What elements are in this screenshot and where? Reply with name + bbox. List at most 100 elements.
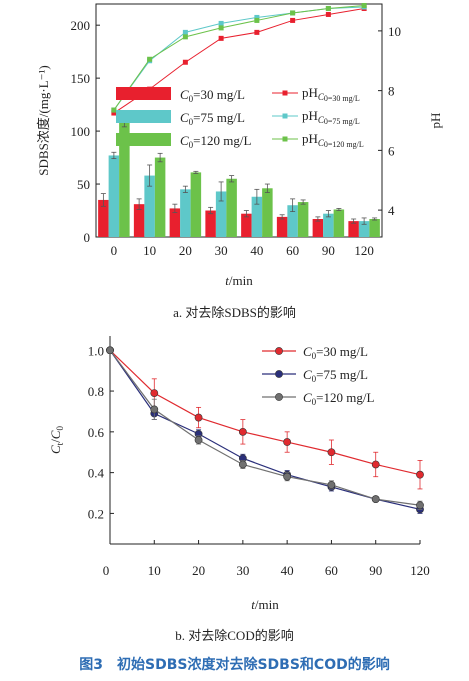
x-tick-label: 40 xyxy=(281,563,294,578)
ph-point xyxy=(218,25,224,31)
legend-marker xyxy=(275,347,283,355)
data-point xyxy=(416,470,424,479)
data-point xyxy=(194,413,203,422)
ph-line xyxy=(113,7,365,114)
data-point xyxy=(194,436,203,444)
legend-marker xyxy=(282,113,288,119)
x-tick-label: 120 xyxy=(354,243,374,258)
bar xyxy=(323,213,334,237)
text-span: pH xyxy=(302,131,318,146)
ph-point xyxy=(254,14,260,20)
text-span: =30 mg/L xyxy=(193,87,245,102)
ph-point xyxy=(325,11,331,17)
y2-tick-label: 4 xyxy=(388,203,395,218)
ph-point xyxy=(218,20,224,26)
text-span: 0 xyxy=(189,140,194,150)
chart-a-caption: a. 对去除SDBS的影响 xyxy=(173,305,296,320)
x-tick-label: 20 xyxy=(179,243,192,258)
text-span: 0 xyxy=(312,351,317,361)
bar xyxy=(348,221,359,237)
data-point xyxy=(150,389,159,397)
legend-label: C0=75 mg/L xyxy=(303,367,368,384)
text-span: C xyxy=(48,445,63,454)
figure-number: 图3 xyxy=(79,657,104,673)
y-tick-label: 1.0 xyxy=(88,343,104,358)
y-tick-label: 200 xyxy=(71,18,91,33)
text-span: 0 xyxy=(312,374,317,384)
bar xyxy=(119,120,130,237)
bar xyxy=(108,155,120,237)
text-span: pH xyxy=(302,85,318,100)
text-span: t xyxy=(225,273,229,288)
bar xyxy=(226,178,237,237)
bar xyxy=(180,189,191,237)
y2-tick-label: 6 xyxy=(388,143,395,158)
legend-swatch xyxy=(116,133,171,146)
x-tick-label: 120 xyxy=(410,563,430,578)
text-span: t xyxy=(55,442,65,445)
ph-point xyxy=(147,56,153,62)
text-span: 0 xyxy=(189,117,194,127)
bar xyxy=(287,205,298,237)
y-tick-label: 150 xyxy=(71,71,91,86)
data-point xyxy=(283,438,292,446)
bar xyxy=(215,191,227,237)
ph-point xyxy=(361,2,367,8)
text-span: C xyxy=(180,87,189,102)
text-span: C xyxy=(318,92,325,102)
series-line xyxy=(109,349,421,476)
y2-tick-label: 8 xyxy=(388,84,395,99)
text-span: =75 mg/L xyxy=(193,110,245,125)
legend-label: pHC0=120 mg/L xyxy=(302,131,364,149)
text-span: 0 xyxy=(312,397,317,407)
series-line xyxy=(109,349,421,506)
plot-frame xyxy=(95,3,383,238)
y-tick-label: 0.8 xyxy=(88,384,104,399)
legend-label: C0=75 mg/L xyxy=(180,110,245,127)
text-span: C xyxy=(303,344,312,359)
bar xyxy=(297,202,309,237)
text-span: /min xyxy=(255,597,279,612)
ph-point xyxy=(111,110,117,116)
data-point xyxy=(371,495,380,504)
text-span: t xyxy=(251,597,255,612)
data-point xyxy=(327,480,336,489)
y2-axis-title: pH xyxy=(428,113,443,129)
y-tick-label: 50 xyxy=(77,177,90,192)
x-tick-label: 90 xyxy=(322,243,335,258)
bar xyxy=(144,175,155,237)
bar xyxy=(276,216,288,237)
text-span: / xyxy=(48,439,63,443)
bar xyxy=(312,218,324,237)
text-span: 0=75 mg/L xyxy=(324,117,360,126)
data-point xyxy=(150,405,159,414)
legend-label: pHC0=75 mg/L xyxy=(302,108,360,126)
ph-line xyxy=(113,4,365,111)
bar xyxy=(333,209,345,237)
ph-point xyxy=(182,34,188,40)
y2-tick-label: 10 xyxy=(388,24,401,39)
text-span: =120 mg/L xyxy=(316,390,374,405)
bar xyxy=(133,204,145,237)
data-point xyxy=(416,501,424,510)
text-span: 0=120 mg/L xyxy=(324,140,364,149)
text-span: pH xyxy=(302,108,318,123)
legend-label: pHC0=30 mg/L xyxy=(302,85,360,103)
legend-label: C0=30 mg/L xyxy=(303,344,368,361)
legend-marker xyxy=(275,393,283,401)
ph-point xyxy=(182,59,188,65)
text-span: /min xyxy=(229,273,253,288)
x-tick-label: 30 xyxy=(215,243,228,258)
ph-point xyxy=(290,17,296,23)
text-span: C xyxy=(318,138,325,148)
text-span: =75 mg/L xyxy=(316,367,368,382)
x-tick-label: 20 xyxy=(192,563,205,578)
ph-point xyxy=(218,35,224,41)
x-tick-label: 40 xyxy=(250,243,263,258)
text-span: 0 xyxy=(55,426,65,431)
ph-point xyxy=(182,29,188,35)
x-axis-title: t/min xyxy=(225,273,253,288)
y-tick-label: 100 xyxy=(71,124,91,139)
